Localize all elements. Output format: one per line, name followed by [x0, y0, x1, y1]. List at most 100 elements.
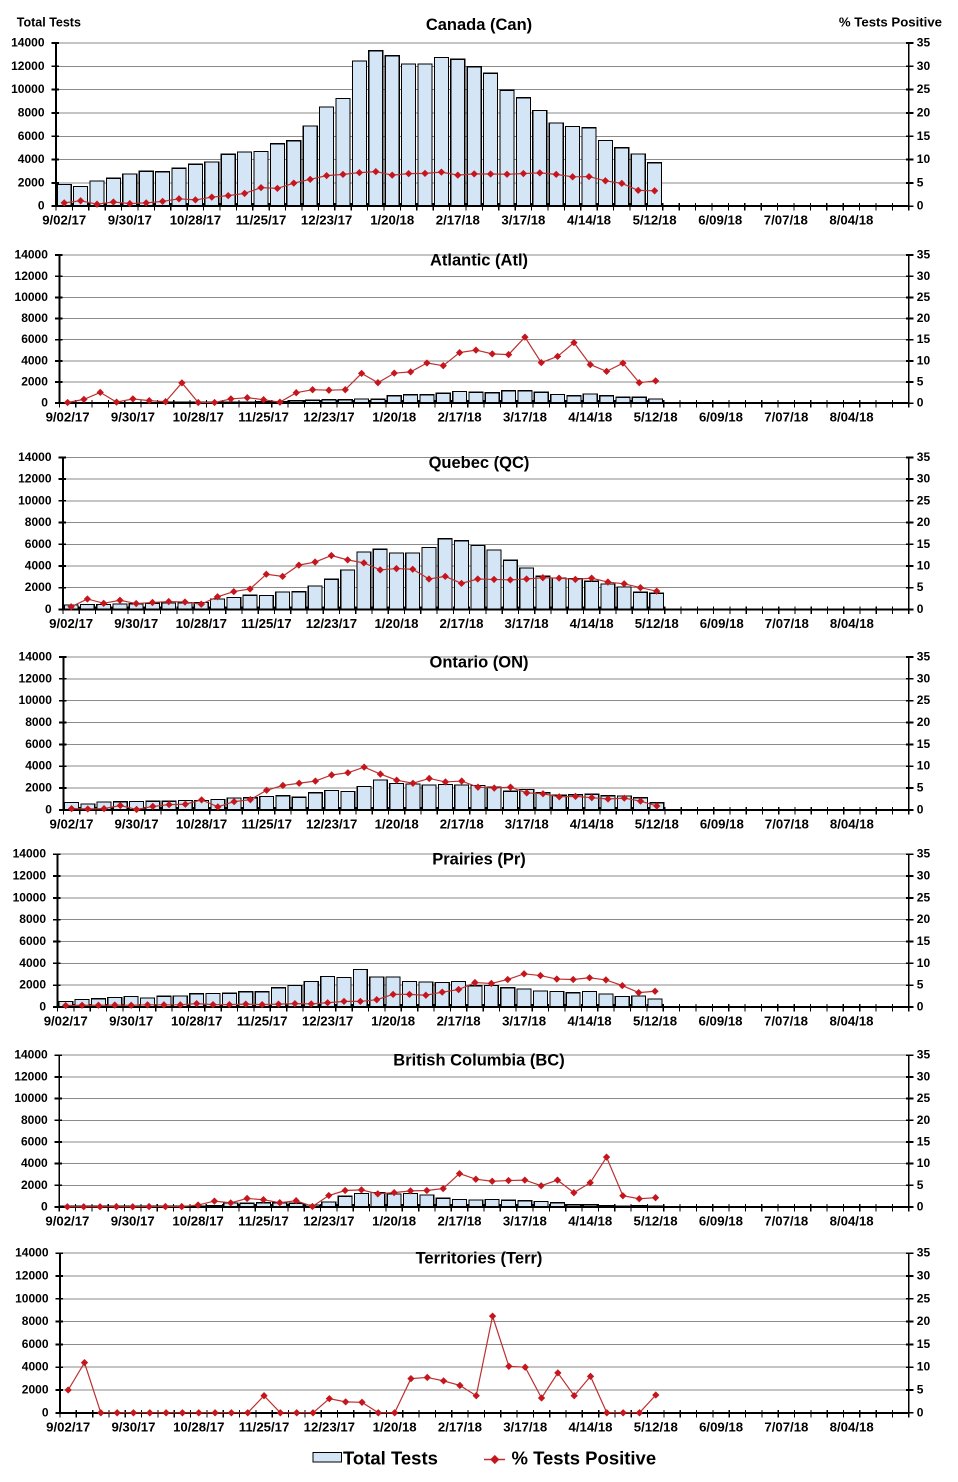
svg-text:9/30/17: 9/30/17 — [115, 816, 159, 831]
svg-text:% Tests Positive: % Tests Positive — [839, 14, 942, 29]
svg-text:15: 15 — [917, 1337, 931, 1351]
svg-text:20: 20 — [917, 311, 931, 325]
svg-text:6/09/18: 6/09/18 — [699, 1214, 743, 1229]
svg-text:12000: 12000 — [15, 1269, 49, 1283]
svg-text:1/20/18: 1/20/18 — [373, 1419, 417, 1434]
svg-text:8000: 8000 — [21, 1113, 48, 1127]
svg-text:12000: 12000 — [14, 1069, 48, 1083]
svg-text:7/07/18: 7/07/18 — [764, 1419, 808, 1434]
svg-text:10/28/17: 10/28/17 — [173, 410, 224, 425]
svg-text:25: 25 — [917, 493, 931, 507]
svg-text:9/02/17: 9/02/17 — [50, 816, 94, 831]
svg-text:25: 25 — [917, 693, 931, 707]
svg-text:5/12/18: 5/12/18 — [635, 816, 679, 831]
svg-text:4/14/18: 4/14/18 — [570, 616, 614, 631]
svg-text:4000: 4000 — [22, 1360, 49, 1374]
svg-text:30: 30 — [917, 869, 931, 883]
svg-text:25: 25 — [917, 82, 931, 96]
svg-text:8/04/18: 8/04/18 — [830, 816, 874, 831]
svg-text:6/09/18: 6/09/18 — [700, 616, 744, 631]
svg-text:7/07/18: 7/07/18 — [764, 410, 808, 425]
svg-text:35: 35 — [917, 1048, 931, 1062]
svg-text:15: 15 — [917, 934, 931, 948]
svg-text:4000: 4000 — [25, 558, 52, 572]
svg-text:9/02/17: 9/02/17 — [45, 1214, 89, 1229]
svg-text:Canada (Can): Canada (Can) — [426, 16, 532, 34]
svg-text:4000: 4000 — [25, 759, 52, 773]
svg-text:3/17/18: 3/17/18 — [503, 1419, 547, 1434]
svg-text:0: 0 — [917, 1405, 924, 1419]
svg-text:10/28/17: 10/28/17 — [173, 1419, 224, 1434]
svg-text:10000: 10000 — [14, 1091, 48, 1105]
svg-text:5/12/18: 5/12/18 — [635, 616, 679, 631]
svg-text:14000: 14000 — [11, 36, 45, 50]
svg-text:0: 0 — [917, 1200, 924, 1214]
svg-text:10: 10 — [917, 152, 931, 166]
svg-text:5: 5 — [917, 580, 924, 594]
svg-text:8000: 8000 — [22, 1314, 49, 1328]
svg-text:2/17/18: 2/17/18 — [436, 213, 480, 228]
svg-text:6000: 6000 — [18, 129, 45, 143]
svg-text:9/30/17: 9/30/17 — [111, 410, 155, 425]
svg-text:0: 0 — [917, 1000, 924, 1014]
svg-text:8/04/18: 8/04/18 — [830, 410, 874, 425]
svg-text:8/04/18: 8/04/18 — [830, 1014, 874, 1029]
svg-text:9/30/17: 9/30/17 — [111, 1419, 155, 1434]
svg-text:14000: 14000 — [15, 1246, 49, 1260]
svg-text:35: 35 — [917, 847, 931, 861]
svg-text:10/28/17: 10/28/17 — [176, 816, 227, 831]
svg-text:15: 15 — [917, 129, 931, 143]
svg-text:0: 0 — [917, 802, 924, 816]
svg-text:4000: 4000 — [21, 353, 48, 367]
svg-text:10: 10 — [917, 956, 931, 970]
svg-text:14000: 14000 — [19, 650, 53, 664]
svg-text:12000: 12000 — [15, 269, 49, 283]
svg-text:12000: 12000 — [18, 472, 52, 486]
svg-text:6/09/18: 6/09/18 — [700, 816, 744, 831]
svg-text:30: 30 — [917, 671, 931, 685]
svg-text:14000: 14000 — [18, 450, 52, 464]
svg-text:25: 25 — [917, 1291, 931, 1305]
svg-text:6000: 6000 — [21, 1134, 48, 1148]
svg-text:30: 30 — [917, 472, 931, 486]
svg-text:30: 30 — [917, 1069, 931, 1083]
svg-text:4000: 4000 — [21, 1156, 48, 1170]
svg-text:7/07/18: 7/07/18 — [764, 1014, 808, 1029]
svg-text:11/25/17: 11/25/17 — [239, 1419, 290, 1434]
svg-text:12/23/17: 12/23/17 — [301, 213, 352, 228]
svg-text:6/09/18: 6/09/18 — [699, 410, 743, 425]
svg-text:0: 0 — [917, 396, 924, 410]
svg-text:11/25/17: 11/25/17 — [237, 1014, 288, 1029]
svg-text:10000: 10000 — [15, 1291, 49, 1305]
svg-text:8000: 8000 — [18, 105, 45, 119]
svg-text:25: 25 — [917, 290, 931, 304]
svg-text:9/02/17: 9/02/17 — [42, 213, 86, 228]
svg-text:4/14/18: 4/14/18 — [568, 1214, 612, 1229]
svg-text:10/28/17: 10/28/17 — [171, 1014, 222, 1029]
svg-text:11/25/17: 11/25/17 — [238, 410, 289, 425]
svg-text:10: 10 — [917, 1156, 931, 1170]
svg-text:12/23/17: 12/23/17 — [306, 616, 357, 631]
svg-text:0: 0 — [39, 1000, 46, 1014]
svg-text:4000: 4000 — [19, 956, 46, 970]
svg-text:10: 10 — [917, 759, 931, 773]
svg-text:2000: 2000 — [19, 978, 46, 992]
svg-text:5: 5 — [917, 781, 924, 795]
svg-text:0: 0 — [917, 602, 924, 616]
svg-text:8/04/18: 8/04/18 — [830, 616, 874, 631]
svg-text:1/20/18: 1/20/18 — [374, 616, 418, 631]
svg-text:25: 25 — [917, 1091, 931, 1105]
svg-text:Quebec (QC): Quebec (QC) — [429, 454, 530, 472]
svg-text:8/04/18: 8/04/18 — [829, 213, 873, 228]
svg-text:10000: 10000 — [15, 290, 49, 304]
svg-text:9/02/17: 9/02/17 — [49, 616, 93, 631]
svg-text:9/30/17: 9/30/17 — [111, 1214, 155, 1229]
svg-text:Prairies (Pr): Prairies (Pr) — [432, 851, 526, 869]
svg-text:12000: 12000 — [13, 869, 47, 883]
svg-text:20: 20 — [917, 912, 931, 926]
svg-text:4/14/18: 4/14/18 — [567, 213, 611, 228]
svg-text:2000: 2000 — [18, 175, 45, 189]
svg-text:35: 35 — [917, 1246, 931, 1260]
svg-text:8/04/18: 8/04/18 — [830, 1214, 874, 1229]
svg-text:10/28/17: 10/28/17 — [176, 616, 227, 631]
